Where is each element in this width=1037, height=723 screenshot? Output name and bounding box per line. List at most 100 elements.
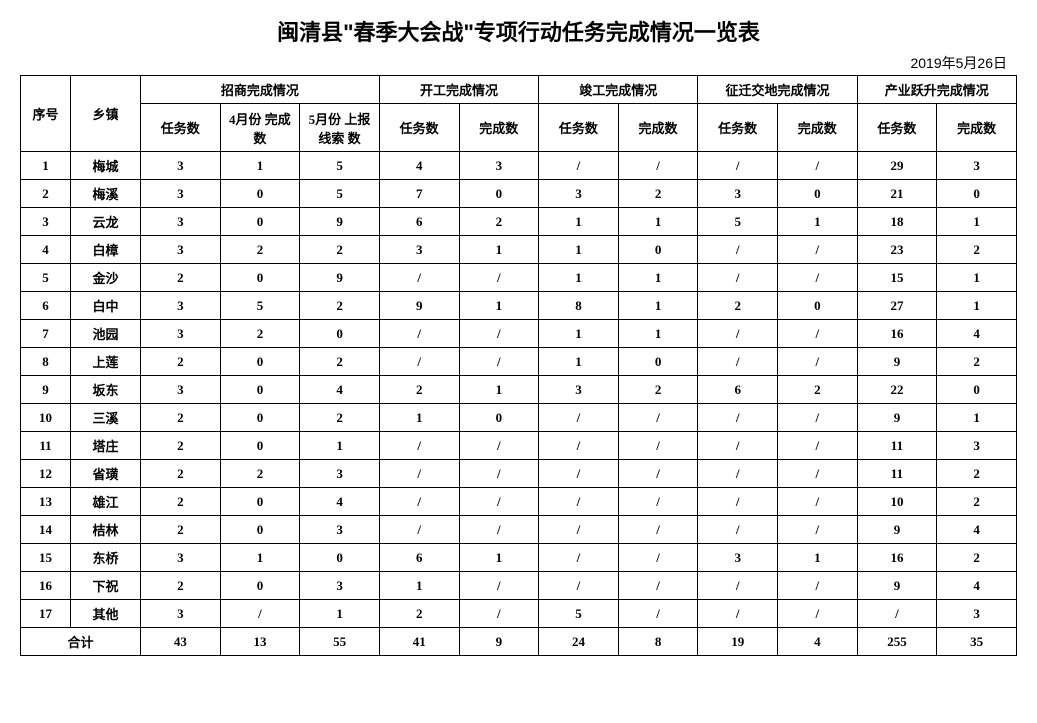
cell-town: 池园 bbox=[71, 320, 141, 348]
cell-value: 11 bbox=[857, 460, 937, 488]
cell-seq: 17 bbox=[21, 600, 71, 628]
cell-value: / bbox=[698, 264, 778, 292]
cell-value: / bbox=[698, 488, 778, 516]
table-row: 10三溪20210////91 bbox=[21, 404, 1017, 432]
cell-value: / bbox=[778, 404, 858, 432]
cell-value: / bbox=[618, 460, 698, 488]
cell-value: / bbox=[539, 488, 619, 516]
cell-value: 2 bbox=[937, 348, 1017, 376]
cell-seq: 12 bbox=[21, 460, 71, 488]
cell-value: / bbox=[379, 432, 459, 460]
cell-value: 1 bbox=[459, 292, 539, 320]
cell-total-value: 55 bbox=[300, 628, 380, 656]
cell-value: 10 bbox=[857, 488, 937, 516]
cell-value: 21 bbox=[857, 180, 937, 208]
cell-value: / bbox=[459, 264, 539, 292]
cell-value: 2 bbox=[379, 376, 459, 404]
cell-value: 3 bbox=[141, 600, 221, 628]
cell-value: 9 bbox=[379, 292, 459, 320]
cell-value: 2 bbox=[141, 432, 221, 460]
cell-value: / bbox=[778, 488, 858, 516]
cell-value: / bbox=[618, 488, 698, 516]
cell-value: 0 bbox=[300, 544, 380, 572]
cell-value: 4 bbox=[937, 320, 1017, 348]
cell-total-value: 19 bbox=[698, 628, 778, 656]
cell-value: 1 bbox=[618, 208, 698, 236]
cell-value: 4 bbox=[300, 488, 380, 516]
cell-value: / bbox=[778, 600, 858, 628]
cell-value: 6 bbox=[698, 376, 778, 404]
cell-value: 4 bbox=[937, 572, 1017, 600]
cell-town: 梅溪 bbox=[71, 180, 141, 208]
cell-seq: 13 bbox=[21, 488, 71, 516]
table-header: 序号 乡镇 招商完成情况 开工完成情况 竣工完成情况 征迁交地完成情况 产业跃升… bbox=[21, 76, 1017, 152]
cell-value: 0 bbox=[937, 376, 1017, 404]
table-row: 1梅城31543////293 bbox=[21, 152, 1017, 180]
table-row: 4白樟3223110//232 bbox=[21, 236, 1017, 264]
cell-value: / bbox=[459, 320, 539, 348]
cell-value: 0 bbox=[459, 404, 539, 432]
cell-value: 5 bbox=[300, 180, 380, 208]
cell-total-value: 9 bbox=[459, 628, 539, 656]
cell-value: 0 bbox=[937, 180, 1017, 208]
cell-value: 3 bbox=[141, 236, 221, 264]
cell-town: 雄江 bbox=[71, 488, 141, 516]
cell-value: 4 bbox=[937, 516, 1017, 544]
cell-seq: 2 bbox=[21, 180, 71, 208]
cell-value: 1 bbox=[300, 600, 380, 628]
cell-value: / bbox=[618, 572, 698, 600]
cell-town: 白中 bbox=[71, 292, 141, 320]
page-title: 闽清县"春季大会战"专项行动任务完成情况一览表 bbox=[20, 15, 1017, 47]
report-date: 2019年5月26日 bbox=[20, 53, 1017, 73]
cell-value: 9 bbox=[857, 348, 937, 376]
cell-value: 1 bbox=[618, 264, 698, 292]
cell-value: 0 bbox=[618, 348, 698, 376]
cell-value: / bbox=[459, 600, 539, 628]
cell-seq: 11 bbox=[21, 432, 71, 460]
table-row: 5金沙209//11//151 bbox=[21, 264, 1017, 292]
cell-value: / bbox=[698, 348, 778, 376]
cell-value: 0 bbox=[220, 264, 300, 292]
cell-value: 2 bbox=[141, 488, 221, 516]
cell-value: / bbox=[379, 460, 459, 488]
header-sub: 完成数 bbox=[459, 104, 539, 152]
cell-value: 3 bbox=[539, 376, 619, 404]
cell-value: 9 bbox=[857, 404, 937, 432]
cell-town: 下祝 bbox=[71, 572, 141, 600]
cell-value: 0 bbox=[220, 516, 300, 544]
cell-value: 1 bbox=[937, 404, 1017, 432]
cell-town: 其他 bbox=[71, 600, 141, 628]
cell-value: 2 bbox=[141, 404, 221, 432]
cell-seq: 8 bbox=[21, 348, 71, 376]
cell-total-value: 43 bbox=[141, 628, 221, 656]
cell-value: 5 bbox=[698, 208, 778, 236]
header-group5: 产业跃升完成情况 bbox=[857, 76, 1016, 104]
cell-seq: 16 bbox=[21, 572, 71, 600]
cell-value: 3 bbox=[459, 152, 539, 180]
cell-value: 4 bbox=[300, 376, 380, 404]
cell-value: 3 bbox=[141, 180, 221, 208]
cell-value: 2 bbox=[618, 180, 698, 208]
cell-value: 1 bbox=[459, 544, 539, 572]
cell-value: / bbox=[698, 516, 778, 544]
cell-value: / bbox=[459, 432, 539, 460]
cell-value: 2 bbox=[778, 376, 858, 404]
cell-value: 2 bbox=[937, 460, 1017, 488]
cell-value: 1 bbox=[778, 208, 858, 236]
cell-value: 7 bbox=[379, 180, 459, 208]
cell-town: 塔庄 bbox=[71, 432, 141, 460]
cell-value: / bbox=[698, 600, 778, 628]
cell-value: / bbox=[459, 488, 539, 516]
cell-total-value: 41 bbox=[379, 628, 459, 656]
header-sub: 任务数 bbox=[698, 104, 778, 152]
cell-value: / bbox=[778, 432, 858, 460]
header-sub: 4月份 完成数 bbox=[220, 104, 300, 152]
cell-value: 1 bbox=[539, 320, 619, 348]
cell-value: 0 bbox=[778, 292, 858, 320]
table-row: 3云龙309621151181 bbox=[21, 208, 1017, 236]
cell-value: 3 bbox=[937, 600, 1017, 628]
cell-town: 白樟 bbox=[71, 236, 141, 264]
cell-town: 三溪 bbox=[71, 404, 141, 432]
cell-value: / bbox=[778, 236, 858, 264]
header-sub: 任务数 bbox=[379, 104, 459, 152]
